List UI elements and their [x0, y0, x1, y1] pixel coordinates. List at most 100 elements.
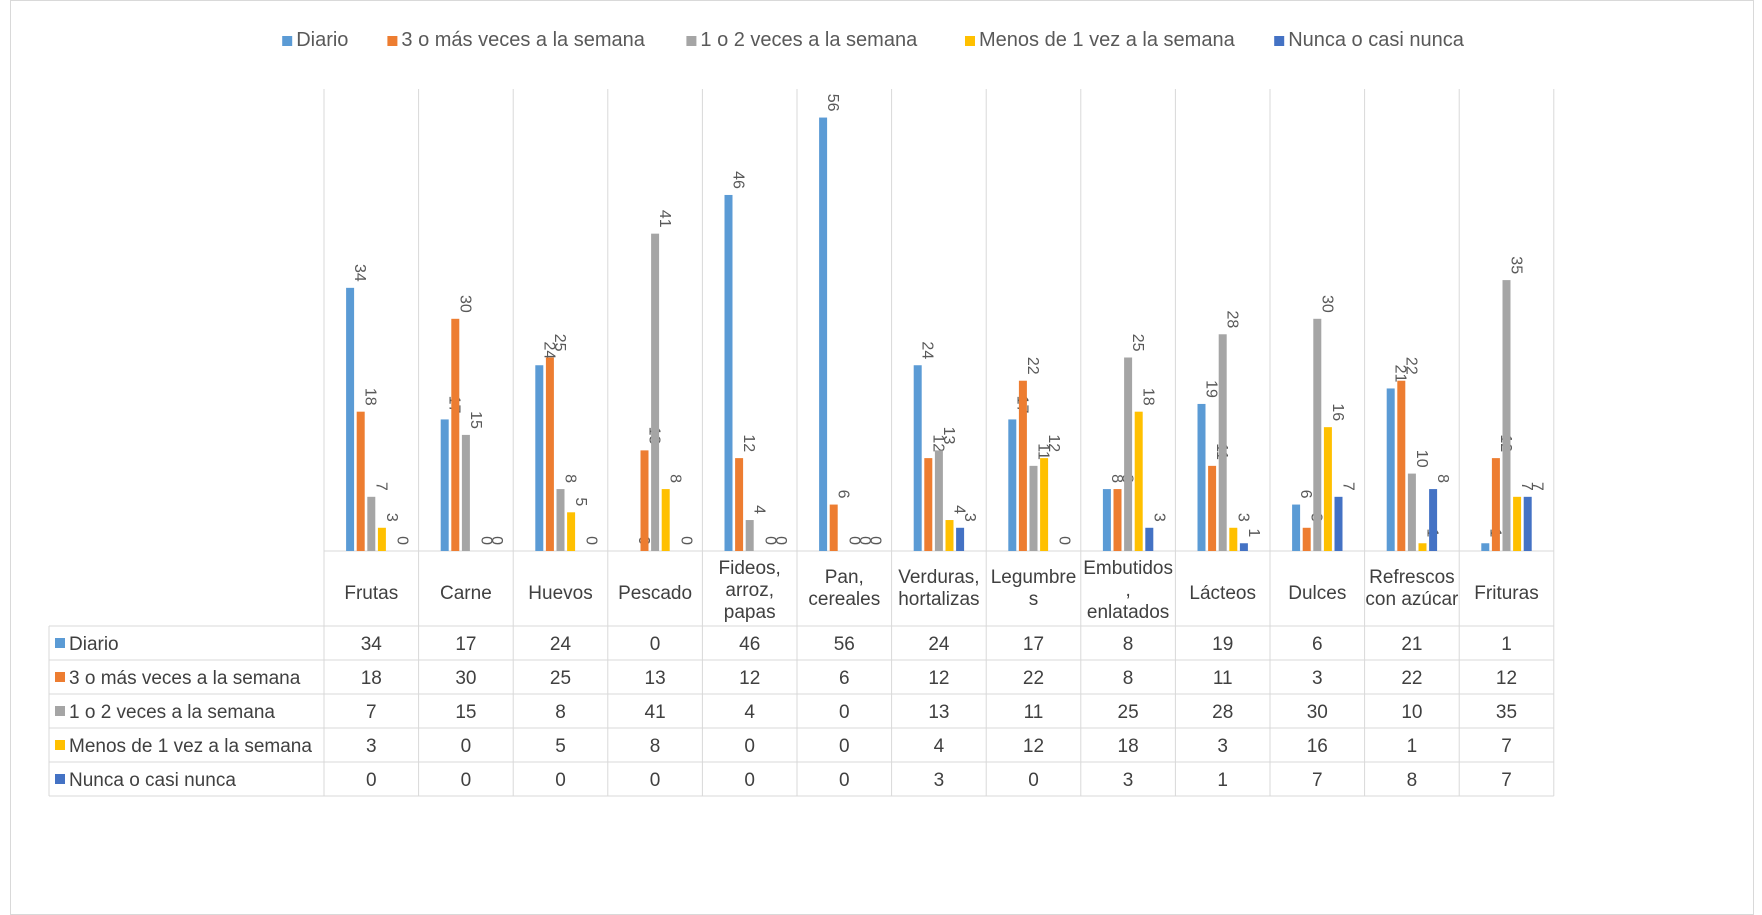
data-label: 11	[1035, 443, 1052, 460]
table-row: Menos de 1 vez a la semana 3 0 5 8 0 0 4 12 18 3 16…	[55, 736, 1512, 757]
data-label: 21	[1392, 365, 1409, 383]
bar	[924, 458, 933, 551]
category-label: Embutidos	[1083, 558, 1173, 579]
data-label: 10	[1413, 450, 1430, 468]
data-label: 56	[824, 94, 841, 112]
legend-item: Diario	[282, 29, 348, 51]
legend-swatch	[1274, 36, 1285, 46]
data-label: 18	[362, 388, 379, 406]
data-label: 16	[1329, 403, 1346, 421]
table-cell: 19	[1212, 634, 1233, 655]
table-cell: 7	[1501, 736, 1512, 757]
table-cell: 8	[650, 736, 661, 757]
bar	[567, 512, 576, 551]
data-label: 8	[667, 474, 684, 483]
category-label: Refrescos	[1369, 567, 1455, 588]
category-label: Dulces	[1288, 583, 1346, 604]
category-label: ,	[1125, 580, 1130, 601]
table-cell: 0	[366, 770, 377, 791]
data-label: 24	[540, 341, 557, 359]
category-label: Frituras	[1474, 583, 1538, 604]
chart-frame: Diario 3 o más veces a la semana 1 o 2 vec…	[10, 0, 1754, 915]
data-label: 12	[740, 434, 757, 452]
bar	[1008, 419, 1017, 551]
bar	[367, 496, 376, 551]
table-cell: 0	[650, 770, 661, 791]
data-label: 0	[761, 536, 778, 545]
chart-svg: Diario 3 o más veces a la semana 1 o 2 vec…	[48, 29, 1555, 797]
bar	[934, 450, 943, 551]
category-label: papas	[724, 602, 776, 623]
data-label: 22	[1024, 357, 1041, 375]
table-cell: 4	[934, 736, 945, 757]
category-label: Fideos,	[719, 558, 781, 579]
table-row: Diario 34 17 24 0 46 56 24 17 8 19 6 21 1	[55, 634, 1512, 655]
table-cell: 11	[1213, 668, 1233, 689]
table-cell: 25	[1118, 702, 1139, 723]
category-label: arroz,	[725, 580, 774, 601]
table-cell: 0	[461, 736, 472, 757]
bar	[1040, 458, 1049, 551]
table-cell: 41	[645, 702, 666, 723]
table-cell: 17	[455, 634, 476, 655]
table-cell: 56	[834, 634, 855, 655]
legend-label: Menos de 1 vez a la semana	[979, 29, 1236, 51]
table-cell: 13	[928, 702, 949, 723]
table-cell: 0	[839, 736, 850, 757]
data-label: 7	[1340, 482, 1357, 491]
table-cell: 12	[739, 668, 760, 689]
bar	[1418, 543, 1427, 551]
bar	[1292, 504, 1301, 551]
data-table: Diario 34 17 24 0 46 56 24 17 8 19 6 21 13 o más vece…	[48, 625, 1555, 797]
table-cell: 7	[366, 702, 377, 723]
table-cell: 0	[461, 770, 472, 791]
category-label: enlatados	[1087, 602, 1169, 623]
category-label: Huevos	[528, 583, 592, 604]
bar	[956, 527, 965, 551]
data-label: 4	[751, 505, 768, 514]
table-cell: 3	[366, 736, 377, 757]
category-label: Frutas	[344, 583, 398, 604]
plot-area: 3418730173015002425850013418046124005660…	[323, 89, 1555, 626]
bar	[1145, 527, 1154, 551]
data-label: 22	[1402, 357, 1419, 375]
table-row: Nunca o casi nunca 0 0 0 0 0 0 3 0 3 1 7 8 7	[55, 770, 1512, 791]
table-cell: 8	[1407, 770, 1418, 791]
legend-item: Menos de 1 vez a la semana	[965, 29, 1236, 51]
data-label: 46	[730, 171, 747, 189]
table-row-swatch	[55, 672, 65, 682]
category-label: s	[1029, 589, 1039, 610]
bar	[1302, 527, 1311, 551]
table-cell: 16	[1307, 736, 1328, 757]
table-cell: 0	[744, 770, 755, 791]
bar	[1029, 465, 1038, 551]
bar	[819, 117, 828, 551]
table-cell: 12	[928, 668, 949, 689]
data-label: 6	[1297, 490, 1314, 499]
table-row-header: Nunca o casi nunca	[69, 770, 236, 791]
bar	[1113, 489, 1122, 551]
data-label: 24	[919, 341, 936, 359]
table-row-header: Diario	[69, 634, 119, 655]
table-cell: 0	[555, 770, 566, 791]
data-label: 0	[677, 536, 694, 545]
data-label: 7	[1529, 482, 1546, 491]
bar	[1018, 380, 1027, 551]
legend-item: Nunca o casi nunca	[1274, 29, 1465, 51]
data-label: 0	[478, 536, 495, 545]
table-cell: 21	[1401, 634, 1422, 655]
data-label: 19	[1203, 380, 1220, 398]
table-cell: 3	[1217, 736, 1228, 757]
data-label: 3	[1150, 513, 1167, 522]
table-cell: 1	[1407, 736, 1418, 757]
table-cell: 28	[1212, 702, 1233, 723]
legend-label: 1 o 2 veces a la semana	[700, 29, 918, 51]
bar	[451, 318, 460, 551]
table-cell: 4	[744, 702, 755, 723]
data-label: 0	[583, 536, 600, 545]
data-label: 30	[456, 295, 473, 313]
bar	[1502, 280, 1511, 551]
table-cell: 24	[550, 634, 572, 655]
bar	[1124, 357, 1133, 551]
data-label: 1	[1245, 528, 1262, 537]
